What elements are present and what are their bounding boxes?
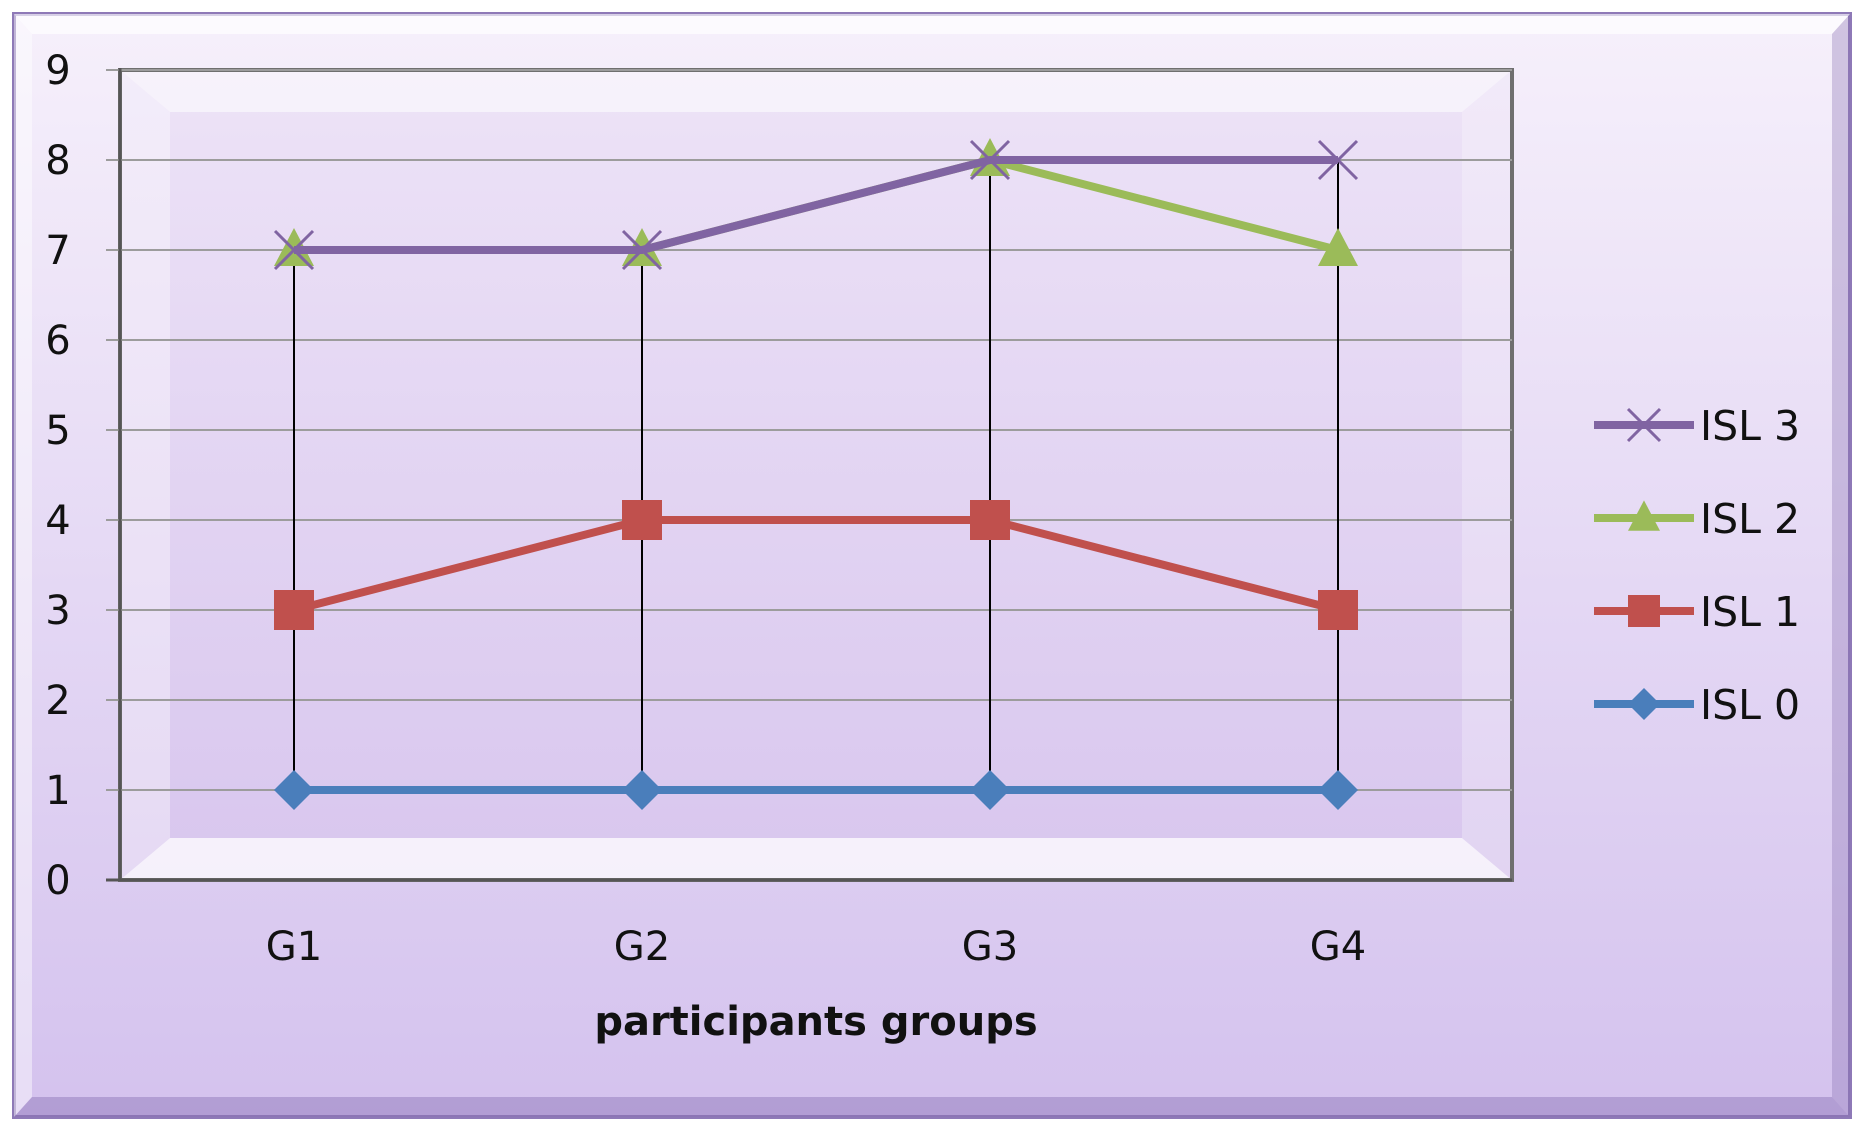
data-point-marker xyxy=(274,590,314,630)
legend: ISL 3 ISL 2 ISL 1 ISL 0 xyxy=(1594,402,1800,729)
data-point-marker xyxy=(970,500,1010,540)
x-tick-label: G2 xyxy=(614,924,670,970)
legend-item: ISL 0 xyxy=(1594,681,1800,729)
panel-bevel-left xyxy=(14,14,32,1117)
plot-bevel-left xyxy=(120,70,170,880)
y-tick-labels: 0 1 2 3 4 5 6 7 8 9 xyxy=(45,48,70,904)
panel-bevel-top xyxy=(14,14,1850,34)
legend-marker xyxy=(1628,500,1660,531)
data-point-marker xyxy=(1318,590,1358,630)
plot-area xyxy=(120,70,1512,880)
legend-label: ISL 1 xyxy=(1700,588,1800,636)
legend-marker xyxy=(1626,407,1662,443)
plot-bevel-top xyxy=(120,70,1512,112)
panel-bevel-right xyxy=(1832,14,1850,1117)
y-tick-label: 6 xyxy=(45,318,70,364)
panel-bevel-bottom xyxy=(14,1097,1850,1117)
data-point-marker xyxy=(1318,770,1358,810)
y-tick-label: 2 xyxy=(45,678,70,724)
y-tick-label: 5 xyxy=(45,408,70,454)
legend-marker xyxy=(1628,688,1660,720)
legend-label: ISL 2 xyxy=(1700,495,1800,543)
x-tick-label: G4 xyxy=(1310,924,1366,970)
data-point-marker xyxy=(969,139,1011,181)
y-tick-label: 9 xyxy=(45,48,70,94)
y-tick-label: 0 xyxy=(45,858,70,904)
y-tick-label: 1 xyxy=(45,768,70,814)
x-tick-labels: G1 G2 G3 G4 xyxy=(266,924,1366,970)
legend-marker xyxy=(1628,595,1660,627)
series-group xyxy=(273,138,1359,810)
legend-item: ISL 3 xyxy=(1594,402,1800,450)
series-isl-3 xyxy=(273,139,1359,271)
y-tick-label: 8 xyxy=(45,138,70,184)
data-point-marker xyxy=(621,229,663,271)
y-tick-label: 7 xyxy=(45,228,70,274)
series-isl-1 xyxy=(274,500,1358,630)
series-line xyxy=(294,156,1338,254)
axes xyxy=(106,68,1512,882)
data-point-marker xyxy=(1318,228,1358,266)
y-tick-label: 4 xyxy=(45,498,70,544)
plot-bevel-bottom xyxy=(120,838,1512,880)
x-tick-label: G3 xyxy=(962,924,1018,970)
legend-label: ISL 3 xyxy=(1700,402,1800,450)
legend-label: ISL 0 xyxy=(1700,681,1800,729)
x-tick-label: G1 xyxy=(266,924,322,970)
data-point-marker xyxy=(622,770,662,810)
y-tick-label: 3 xyxy=(45,588,70,634)
legend-item: ISL 2 xyxy=(1594,495,1800,543)
x-axis-title: participants groups xyxy=(594,999,1037,1045)
data-point-marker xyxy=(1317,139,1359,181)
data-point-marker xyxy=(970,770,1010,810)
series-isl-0 xyxy=(274,770,1358,810)
series-line xyxy=(292,516,1340,614)
legend-item: ISL 1 xyxy=(1594,588,1800,636)
data-point-marker xyxy=(622,500,662,540)
data-point-marker xyxy=(273,229,315,271)
plot-bevel-right xyxy=(1462,70,1512,880)
data-point-marker xyxy=(274,770,314,810)
